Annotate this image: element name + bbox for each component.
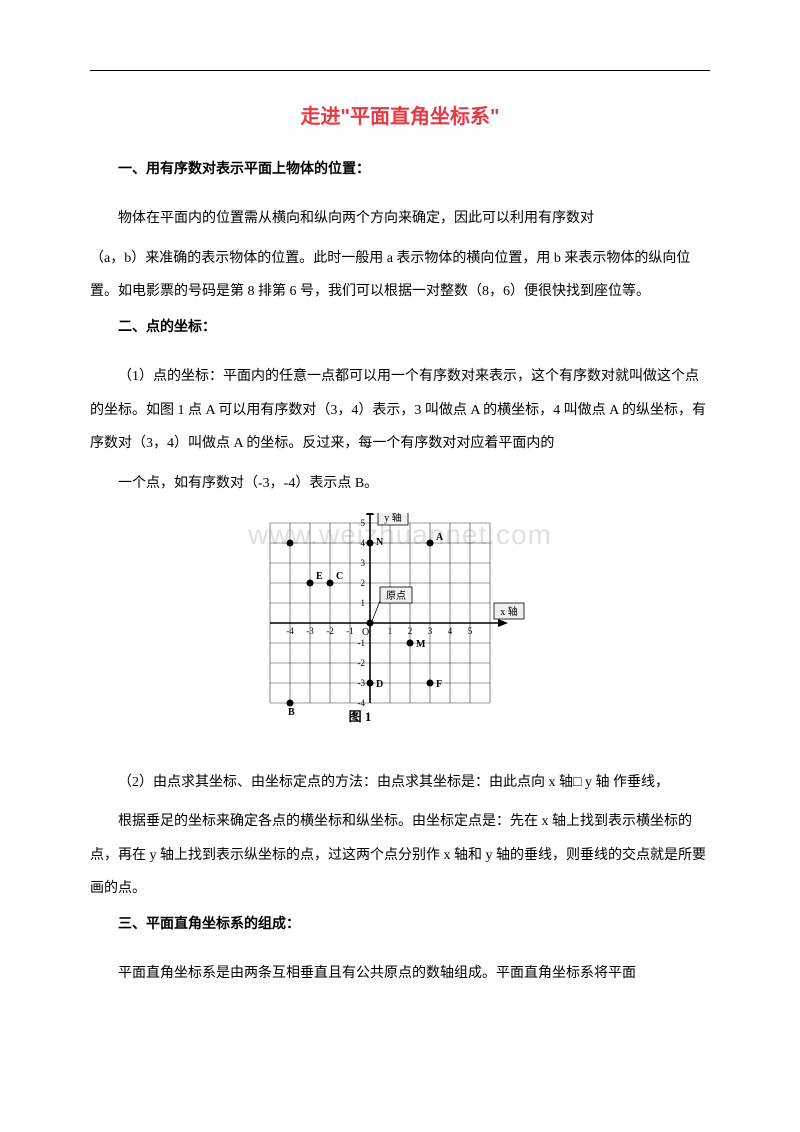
svg-text:3: 3 [361,558,366,568]
svg-text:5: 5 [361,518,366,528]
svg-text:y 轴: y 轴 [384,513,402,524]
svg-text:4: 4 [448,626,453,636]
top-rule [90,70,710,71]
svg-text:-4: -4 [358,698,366,708]
svg-text:-2: -2 [326,626,334,636]
svg-text:C: C [336,571,343,582]
svg-text:4: 4 [361,538,366,548]
coordinate-grid-svg: -4 -3 -2 -1 1 2 3 4 5 -4 -3 -2 -1 1 2 3 4 5 O A N E C M D F B y 轴… [260,513,540,743]
svg-text:图 1: 图 1 [349,709,372,724]
svg-text:-3: -3 [306,626,314,636]
section-3-heading: 三、平面直角坐标系的组成： [90,912,710,937]
svg-text:3: 3 [428,626,433,636]
svg-text:B: B [288,707,295,718]
section-1-heading: 一、用有序数对表示平面上物体的位置： [90,157,710,182]
svg-text:A: A [436,532,444,543]
section-3-p1: 平面直角坐标系是由两条互相垂直且有公共原点的数轴组成。平面直角坐标系将平面 [90,957,710,991]
svg-text:O: O [362,627,369,638]
svg-text:N: N [376,537,384,548]
section-2-p2: 一个点，如有序数对（-3，-4）表示点 B。 [90,467,710,501]
svg-text:F: F [436,679,442,690]
section-2-p4: 根据垂足的坐标来确定各点的横坐标和纵坐标。由坐标定点是：先在 x 轴上找到表示横… [90,805,710,906]
section-2-p1: （1）点的坐标：平面内的任意一点都可以用一个有序数对来表示，这个有序数对就叫做这… [90,360,710,461]
page-title: 走进"平面直角坐标系" [90,100,710,129]
section-1-p1: 物体在平面内的位置需从横向和纵向两个方向来确定，因此可以利用有序数对 [90,202,710,236]
svg-text:M: M [416,639,426,650]
svg-text:E: E [316,571,323,582]
svg-text:2: 2 [408,626,413,636]
svg-text:2: 2 [361,578,366,588]
section-1-p2: （a，b）来准确的表示物体的位置。此时一般用 a 表示物体的横向位置，用 b 来… [90,242,710,309]
svg-text:-1: -1 [358,638,366,648]
svg-text:x 轴: x 轴 [500,605,518,618]
svg-text:-1: -1 [346,626,354,636]
svg-text:-3: -3 [358,678,366,688]
figure-1: www.weizhuannet.com -4-3-2-112345-4-3-2-… [90,513,710,748]
section-2-p3: （2）由点求其坐标、由坐标定点的方法：由点求其坐标是：由此点向 x 轴□ y 轴… [90,766,710,800]
section-2-heading: 二、点的坐标： [90,315,710,340]
svg-text:D: D [376,679,383,690]
svg-text:1: 1 [361,598,366,608]
svg-text:5: 5 [468,626,473,636]
svg-text:原点: 原点 [386,590,406,602]
svg-text:1: 1 [388,626,393,636]
svg-text:-2: -2 [358,658,366,668]
svg-text:-4: -4 [286,626,294,636]
